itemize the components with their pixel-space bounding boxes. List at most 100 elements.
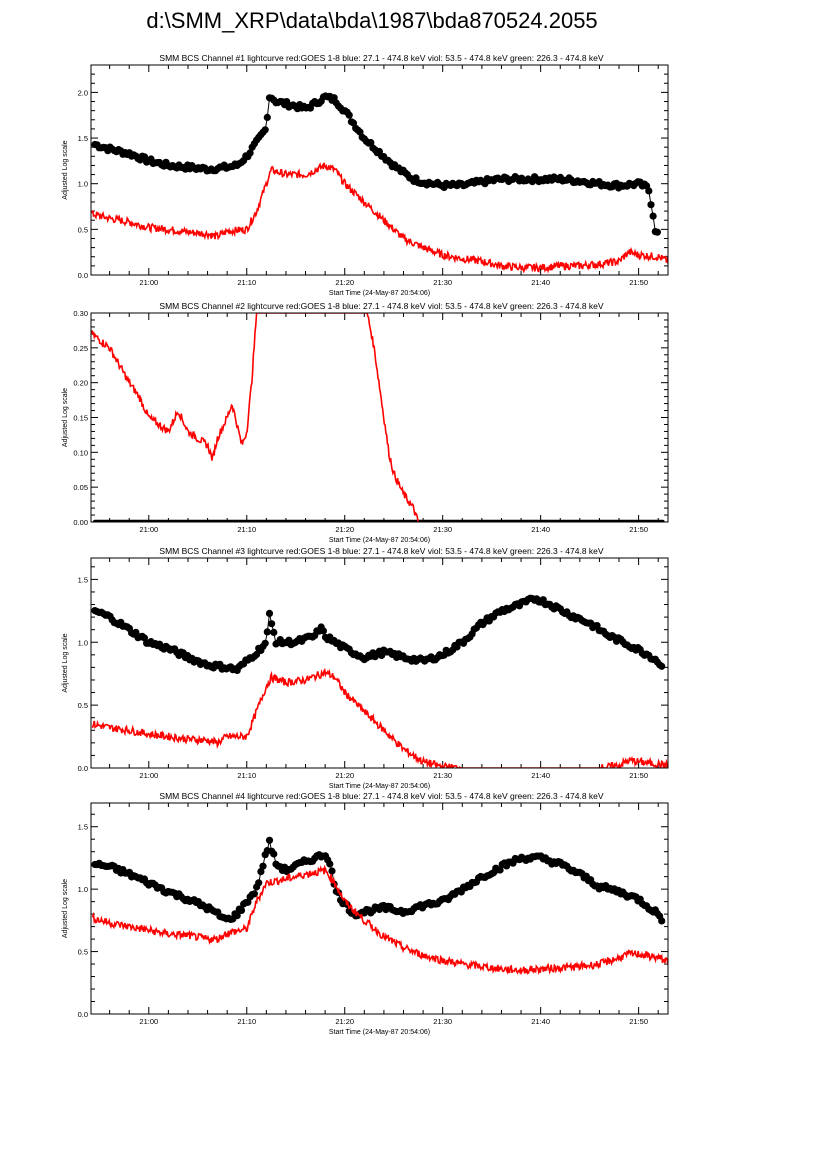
bcs-data-point xyxy=(268,620,276,628)
panel-1: SMM BCS Channel #1 lightcurve red:GOES 1… xyxy=(62,53,669,297)
x-tick-label: 21:10 xyxy=(237,771,256,780)
x-tick-label: 21:50 xyxy=(629,525,648,534)
x-tick-label: 21:30 xyxy=(433,278,452,287)
x-tick-label: 21:10 xyxy=(237,1017,256,1026)
y-tick-label: 0.5 xyxy=(78,948,88,957)
y-tick-label: 0.10 xyxy=(73,448,88,457)
x-tick-label: 21:20 xyxy=(335,278,354,287)
bcs-data-point xyxy=(265,836,274,844)
bcs-data-point xyxy=(326,860,334,868)
x-tick-label: 21:40 xyxy=(531,278,550,287)
x-tick-label: 21:20 xyxy=(335,771,354,780)
x-tick-label: 21:20 xyxy=(335,1017,354,1026)
y-tick-label: 1.0 xyxy=(78,638,88,647)
panel-title: SMM BCS Channel #3 lightcurve red:GOES 1… xyxy=(159,546,603,556)
panel-4: SMM BCS Channel #4 lightcurve red:GOES 1… xyxy=(62,791,669,1036)
x-axis-label: Start Time (24-May-87 20:54:06) xyxy=(329,1029,430,1036)
y-tick-label: 0.30 xyxy=(73,309,88,318)
y-axis-label: Adjusted Log scale xyxy=(62,388,69,447)
bcs-data-point xyxy=(263,628,271,636)
y-tick-label: 1.0 xyxy=(78,885,88,894)
panel-2: SMM BCS Channel #2 lightcurve red:GOES 1… xyxy=(62,301,669,544)
goes-lightcurve-line xyxy=(91,667,668,768)
y-tick-label: 1.5 xyxy=(78,575,88,584)
bcs-data-point xyxy=(658,917,666,925)
bcs-data-point xyxy=(645,187,653,195)
y-tick-label: 1.0 xyxy=(78,180,88,189)
bcs-data-point xyxy=(261,126,269,134)
plot-frame xyxy=(90,802,669,1015)
bcs-data-point xyxy=(244,898,252,906)
plot-area xyxy=(91,594,668,768)
plot-frame xyxy=(90,64,669,276)
x-tick-label: 21:00 xyxy=(139,278,158,287)
x-tick-label: 21:00 xyxy=(139,771,158,780)
bcs-data-point xyxy=(255,879,263,887)
panel-title: SMM BCS Channel #1 lightcurve red:GOES 1… xyxy=(159,53,603,63)
bcs-data-point xyxy=(649,212,657,220)
y-axis-label: Adjusted Log scale xyxy=(62,633,69,692)
y-tick-label: 0.25 xyxy=(73,344,88,353)
x-tick-label: 21:10 xyxy=(237,278,256,287)
bcs-lightcurve-line xyxy=(94,597,662,672)
bcs-data-point xyxy=(261,639,269,647)
y-tick-label: 0.5 xyxy=(78,225,88,234)
x-tick-label: 21:50 xyxy=(629,1017,648,1026)
bcs-data-point xyxy=(319,627,327,635)
x-axis-label: Start Time (24-May-87 20:54:06) xyxy=(329,783,430,790)
x-tick-label: 21:20 xyxy=(335,525,354,534)
x-tick-label: 21:30 xyxy=(433,525,452,534)
bcs-data-point xyxy=(246,149,254,157)
plot-area xyxy=(91,92,668,274)
plot-area xyxy=(91,836,668,976)
x-axis-label: Start Time (24-May-87 20:54:06) xyxy=(329,290,430,297)
goes-lightcurve-line xyxy=(91,313,419,522)
bcs-data-point xyxy=(345,111,353,119)
bcs-data-point xyxy=(263,113,271,121)
goes-lightcurve-line xyxy=(91,864,668,976)
x-tick-label: 21:50 xyxy=(629,771,648,780)
bcs-data-point xyxy=(653,228,662,236)
bcs-data-point xyxy=(647,201,655,209)
plot-frame xyxy=(90,312,669,523)
y-tick-label: 1.5 xyxy=(78,823,88,832)
x-tick-label: 21:30 xyxy=(433,771,452,780)
y-tick-label: 0.00 xyxy=(73,518,88,527)
y-tick-label: 0.0 xyxy=(78,764,88,773)
bcs-data-point xyxy=(250,890,258,898)
figure-title: d:\SMM_XRP\data\bda\1987\bda870524.2055 xyxy=(146,8,597,33)
bcs-data-point xyxy=(259,862,267,870)
x-tick-label: 21:40 xyxy=(531,1017,550,1026)
x-tick-label: 21:00 xyxy=(139,1017,158,1026)
y-tick-label: 0.15 xyxy=(73,414,88,423)
y-tick-label: 0.5 xyxy=(78,701,88,710)
x-tick-label: 21:40 xyxy=(531,525,550,534)
plot-frame xyxy=(90,557,669,769)
y-tick-label: 0.20 xyxy=(73,379,88,388)
y-tick-label: 1.5 xyxy=(78,134,88,143)
y-tick-label: 0.0 xyxy=(78,1010,88,1019)
y-tick-label: 0.0 xyxy=(78,271,88,280)
bcs-data-point xyxy=(237,906,246,915)
y-tick-label: 2.0 xyxy=(78,88,88,97)
x-tick-label: 21:50 xyxy=(629,278,648,287)
bcs-data-point xyxy=(660,519,665,522)
bcs-data-point xyxy=(367,138,375,147)
bcs-data-point xyxy=(496,866,504,874)
x-tick-label: 21:30 xyxy=(433,1017,452,1026)
y-axis-label: Adjusted Log scale xyxy=(62,879,69,938)
panel-3: SMM BCS Channel #3 lightcurve red:GOES 1… xyxy=(62,546,669,790)
bcs-data-point xyxy=(265,609,274,618)
goes-lightcurve-line xyxy=(91,162,668,274)
plot-area xyxy=(91,313,665,522)
x-axis-label: Start Time (24-May-87 20:54:06) xyxy=(329,537,430,544)
bcs-data-point xyxy=(233,912,241,920)
x-tick-label: 21:10 xyxy=(237,525,256,534)
bcs-data-point xyxy=(658,662,666,670)
x-tick-label: 21:40 xyxy=(531,771,550,780)
y-tick-label: 0.05 xyxy=(73,483,88,492)
bcs-data-point xyxy=(328,867,336,875)
bcs-data-point xyxy=(270,850,278,858)
x-tick-label: 21:00 xyxy=(139,525,158,534)
